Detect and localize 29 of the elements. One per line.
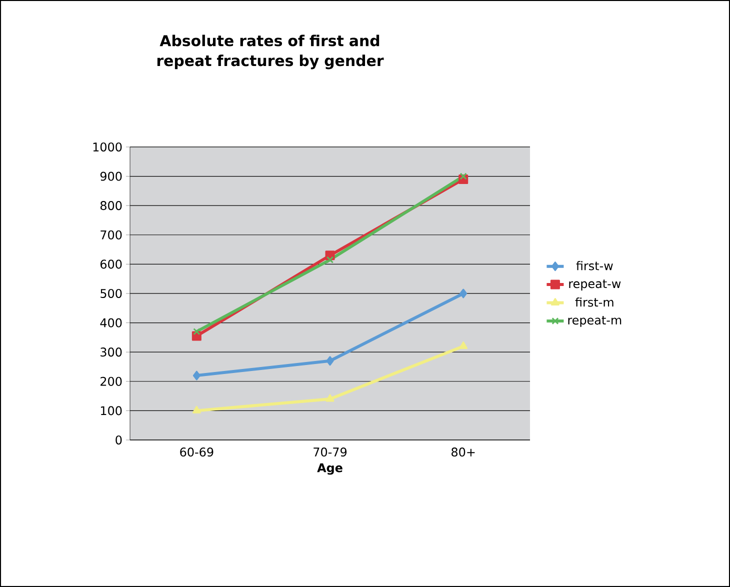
x-tick-label: 80+ xyxy=(452,448,475,457)
point xyxy=(326,256,334,264)
x-axis-title: Age xyxy=(317,463,342,475)
x-tick-label: 70-79 xyxy=(314,448,347,457)
y-tick-label: 800 xyxy=(100,201,122,210)
y-tick-label: 500 xyxy=(100,288,122,298)
y-tick-label: 200 xyxy=(100,376,122,386)
chart-title: Absolute rates of first and repeat fractures by gender xyxy=(157,34,384,70)
point xyxy=(460,172,467,180)
y-tick-label: 300 xyxy=(100,348,122,357)
point xyxy=(459,341,468,349)
legend-label: repeat-m xyxy=(568,316,622,327)
point xyxy=(326,394,334,402)
point xyxy=(460,288,468,298)
y-tick-label: 1000 xyxy=(93,142,122,152)
x-tick-label: 60-69 xyxy=(180,448,214,457)
legend-label: repeat-w xyxy=(569,280,621,290)
point xyxy=(192,370,200,380)
y-tick-label: 900 xyxy=(100,172,122,181)
legend-label: first-w xyxy=(576,261,613,270)
y-tick-label: 600 xyxy=(100,260,122,269)
point xyxy=(326,356,334,366)
y-tick-label: 0 xyxy=(116,435,122,445)
legend-label: first-m xyxy=(575,297,614,307)
point xyxy=(192,406,201,414)
y-tick-label: 700 xyxy=(100,230,122,240)
y-tick-label: 400 xyxy=(100,318,122,328)
y-tick-label: 100 xyxy=(100,406,122,416)
point xyxy=(193,328,200,336)
